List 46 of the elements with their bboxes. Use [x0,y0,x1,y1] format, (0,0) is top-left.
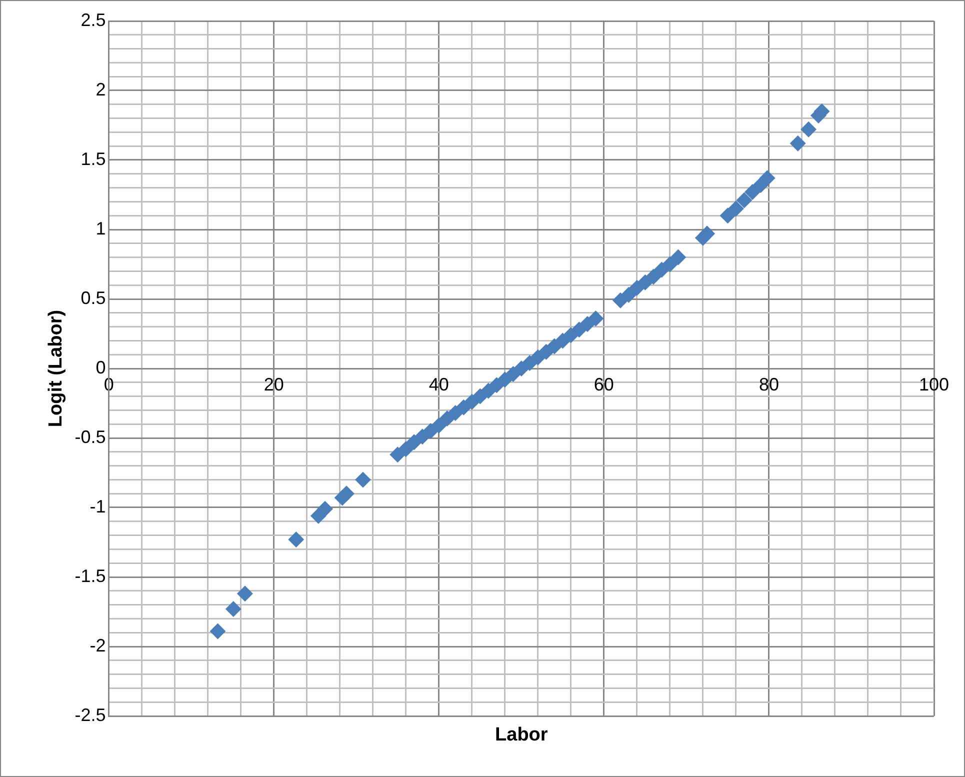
point [744,184,760,200]
y-tick-label: -1.5 [74,566,106,586]
point [699,226,716,242]
point [236,586,253,602]
point [554,332,571,349]
point [790,135,806,152]
point [670,249,686,266]
point [338,486,354,502]
y-tick-label: 1.5 [80,148,106,169]
y-tick-label: -2 [90,635,106,656]
point [645,268,662,285]
x-axis-title: Labor [495,724,548,746]
y-tick-label: 2 [96,79,106,100]
point [354,472,371,488]
point [620,286,637,303]
x-tick-label: 60 [594,374,614,394]
point [210,623,226,640]
y-tick-label: -1 [90,496,106,516]
x-tick-label: 80 [758,374,779,394]
x-tick-label: 100 [918,374,950,394]
point [472,388,488,404]
point [759,170,776,186]
y-tick-label: -0.5 [74,426,106,447]
y-tick-label: -2.5 [74,704,106,725]
point [588,310,604,326]
x-tick-label: 20 [264,374,284,394]
y-tick-label: 0.5 [80,288,106,308]
y-tick-label: 1 [96,218,106,238]
point [736,192,752,208]
point [728,200,744,217]
point [720,208,736,224]
point [317,500,334,517]
point [288,531,304,548]
y-tick-label: 2.5 [80,10,106,30]
point [800,121,817,138]
point [488,377,505,394]
point [430,417,447,434]
point [662,256,678,272]
point [637,274,654,290]
point [225,600,242,617]
y-axis-title: Logit (Labor) [46,310,67,428]
point [398,441,414,458]
y-tick-label: 0 [96,357,106,378]
x-tick-label: 40 [428,374,449,394]
point [654,262,670,278]
point [538,344,554,360]
